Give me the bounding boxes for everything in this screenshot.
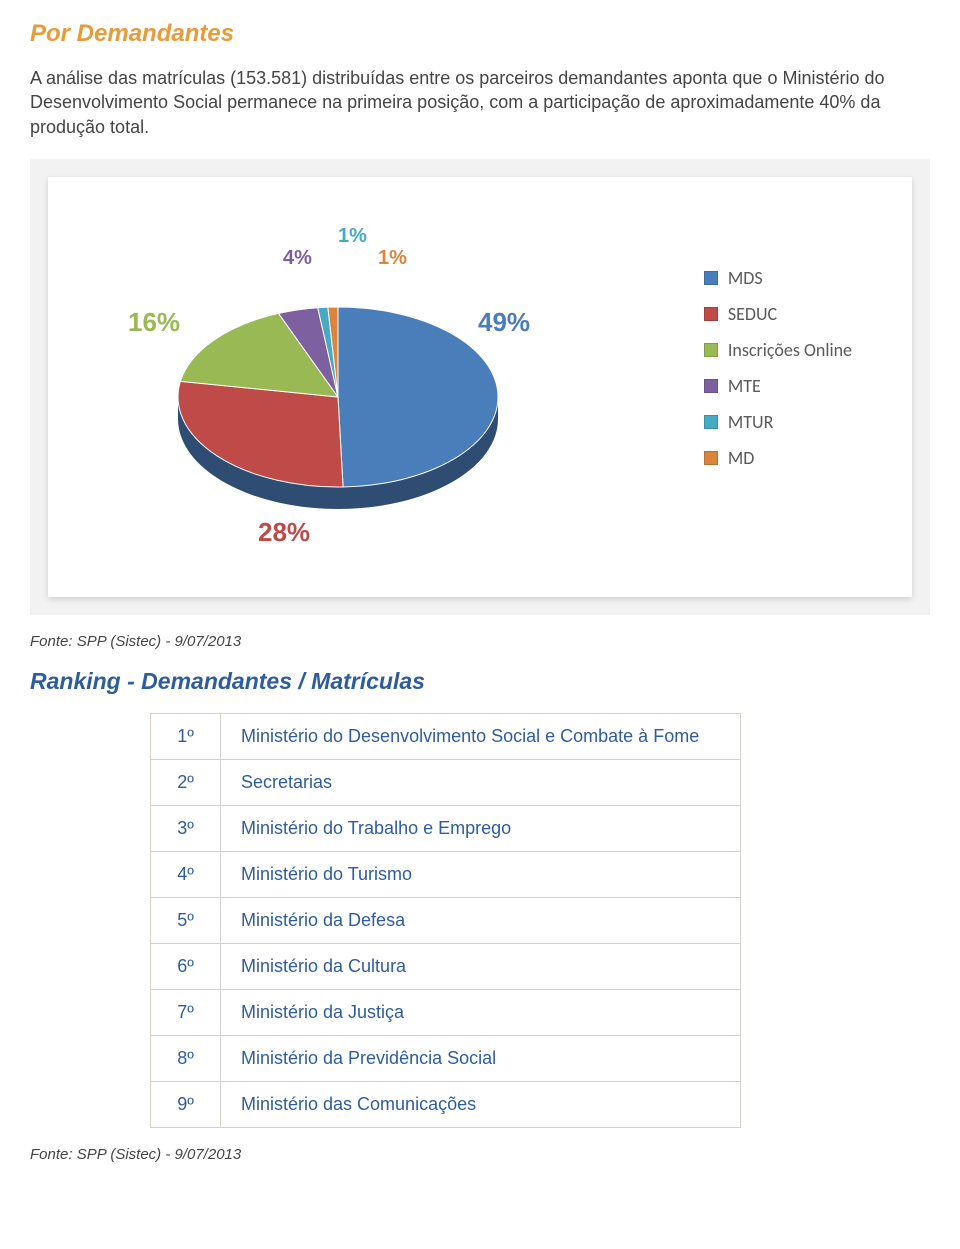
table-row: 4ºMinistério do Turismo [151,851,741,897]
legend-label: SEDUC [728,303,777,325]
name-cell: Ministério da Defesa [221,897,741,943]
ranking-source: Fonte: SPP (Sistec) - 9/07/2013 [30,1146,930,1163]
name-cell: Ministério da Justiça [221,989,741,1035]
section-title: Por Demandantes [30,20,930,48]
legend-item: MDS [704,267,852,289]
legend-item: MTE [704,375,852,397]
legend-swatch [704,379,718,393]
table-row: 9ºMinistério das Comunicações [151,1081,741,1127]
name-cell: Ministério do Trabalho e Emprego [221,805,741,851]
name-cell: Secretarias [221,759,741,805]
pie-svg [168,297,508,497]
table-row: 5ºMinistério da Defesa [151,897,741,943]
name-cell: Ministério das Comunicações [221,1081,741,1127]
rank-cell: 7º [151,989,221,1035]
pie-pct-label: 16% [128,307,180,338]
legend-item: Inscrições Online [704,339,852,361]
name-cell: Ministério da Cultura [221,943,741,989]
pie-pct-label: 4% [283,247,312,270]
pie-pct-label: 28% [258,517,310,548]
table-row: 1ºMinistério do Desenvolvimento Social e… [151,713,741,759]
table-row: 3ºMinistério do Trabalho e Emprego [151,805,741,851]
legend-swatch [704,451,718,465]
legend-swatch [704,307,718,321]
pie-chart: 49% 28% 16% 4% 1% 1% MDS SEDUC Inscrições Onlin… [48,177,912,597]
legend-item: MTUR [704,411,852,433]
rank-cell: 1º [151,713,221,759]
legend-label: MTUR [728,411,773,433]
ranking-table: 1ºMinistério do Desenvolvimento Social e… [150,713,741,1128]
chart-frame: 49% 28% 16% 4% 1% 1% MDS SEDUC Inscrições Onlin… [30,159,930,615]
rank-cell: 4º [151,851,221,897]
legend-item: MD [704,447,852,469]
rank-cell: 9º [151,1081,221,1127]
pie-pct-label: 1% [338,225,367,248]
rank-cell: 6º [151,943,221,989]
legend-swatch [704,415,718,429]
pie-pct-label: 49% [478,307,530,338]
name-cell: Ministério do Turismo [221,851,741,897]
chart-source: Fonte: SPP (Sistec) - 9/07/2013 [30,633,930,650]
legend-item: SEDUC [704,303,852,325]
table-row: 6ºMinistério da Cultura [151,943,741,989]
table-row: 8ºMinistério da Previdência Social [151,1035,741,1081]
table-row: 2ºSecretarias [151,759,741,805]
rank-cell: 8º [151,1035,221,1081]
pie-pct-label: 1% [378,247,407,270]
body-paragraph: A análise das matrículas (153.581) distr… [30,66,930,139]
chart-legend: MDS SEDUC Inscrições Online MTE MTUR MD [704,267,852,483]
name-cell: Ministério do Desenvolvimento Social e C… [221,713,741,759]
legend-label: MD [728,447,754,469]
legend-label: Inscrições Online [728,339,852,361]
table-row: 7ºMinistério da Justiça [151,989,741,1035]
name-cell: Ministério da Previdência Social [221,1035,741,1081]
rank-cell: 3º [151,805,221,851]
legend-label: MDS [728,267,763,289]
legend-swatch [704,343,718,357]
legend-label: MTE [728,375,761,397]
rank-cell: 2º [151,759,221,805]
legend-swatch [704,271,718,285]
ranking-title: Ranking - Demandantes / Matrículas [30,668,930,695]
rank-cell: 5º [151,897,221,943]
pie-area [168,297,508,497]
